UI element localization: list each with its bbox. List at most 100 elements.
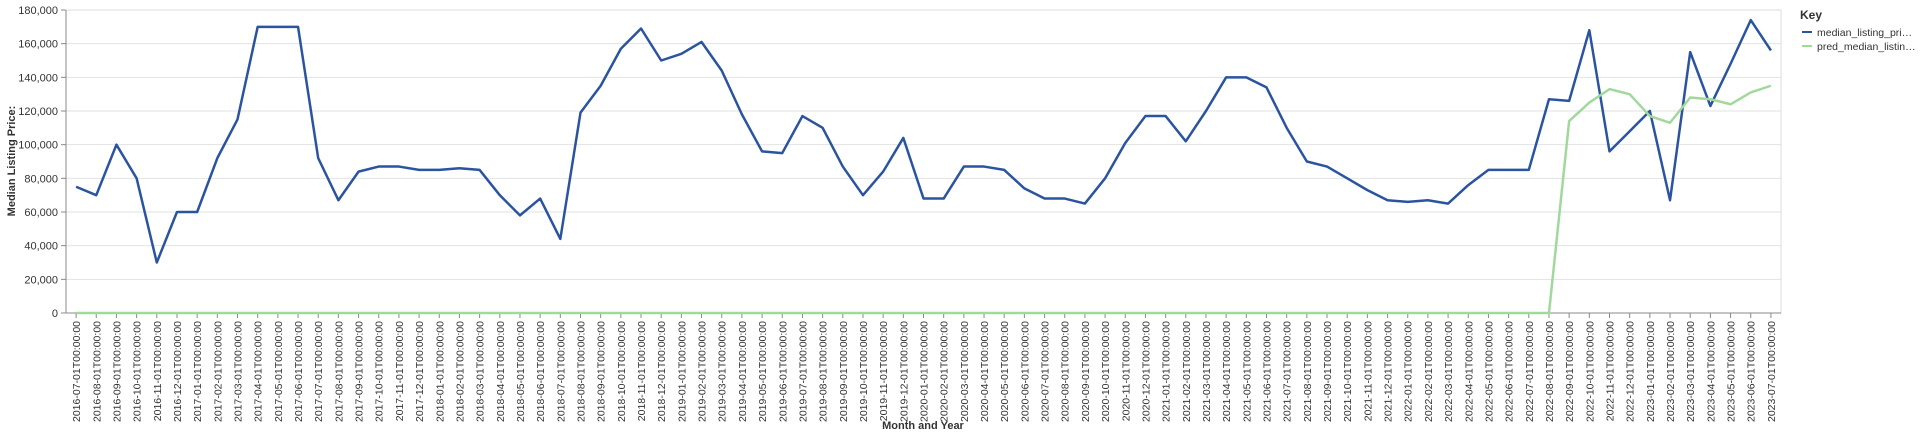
x-tick-label: 2020-04-01T00:00:00: [979, 321, 991, 422]
x-tick-label: 2023-02-01T00:00:00: [1665, 321, 1677, 422]
x-tick-label: 2016-09-01T00:00:00: [111, 321, 123, 422]
y-tick-label: 120,000: [18, 106, 58, 118]
x-tick-label: 2019-04-01T00:00:00: [737, 321, 749, 422]
x-tick-label: 2017-03-01T00:00:00: [233, 321, 245, 422]
x-tick-label: 2021-08-01T00:00:00: [1302, 321, 1314, 422]
x-tick-label: 2021-10-01T00:00:00: [1342, 321, 1354, 422]
x-tick-label: 2018-01-01T00:00:00: [434, 321, 446, 422]
x-tick-label: 2023-06-01T00:00:00: [1746, 321, 1758, 422]
x-tick-label: 2021-06-01T00:00:00: [1262, 321, 1274, 422]
x-tick-label: 2018-10-01T00:00:00: [616, 321, 628, 422]
x-tick-label: 2017-01-01T00:00:00: [192, 321, 204, 422]
x-tick-label: 2019-09-01T00:00:00: [838, 321, 850, 422]
x-tick-label: 2017-02-01T00:00:00: [212, 321, 224, 422]
x-tick-label: 2021-05-01T00:00:00: [1241, 321, 1253, 422]
x-tick-label: 2022-04-01T00:00:00: [1463, 321, 1475, 422]
x-tick-label: 2022-09-01T00:00:00: [1564, 321, 1576, 422]
x-tick-label: 2022-06-01T00:00:00: [1504, 321, 1516, 422]
y-tick-label: 80,000: [24, 173, 58, 185]
x-tick-label: 2023-07-01T00:00:00: [1766, 321, 1778, 422]
x-tick-label: 2020-01-01T00:00:00: [919, 321, 931, 422]
x-tick-label: 2020-06-01T00:00:00: [1019, 321, 1031, 422]
x-tick-label: 2018-07-01T00:00:00: [555, 321, 567, 422]
y-axis-title: Median Listing Price:: [6, 106, 18, 217]
x-tick-label: 2022-11-01T00:00:00: [1605, 321, 1617, 421]
x-tick-label: 2020-08-01T00:00:00: [1060, 321, 1072, 422]
x-tick-label: 2017-04-01T00:00:00: [253, 321, 265, 422]
x-tick-label: 2022-03-01T00:00:00: [1443, 321, 1455, 422]
x-tick-label: 2018-09-01T00:00:00: [596, 321, 608, 422]
x-tick-label: 2016-07-01T00:00:00: [71, 321, 83, 422]
y-tick-label: 40,000: [24, 241, 58, 253]
x-tick-label: 2020-03-01T00:00:00: [959, 321, 971, 422]
x-tick-label: 2017-05-01T00:00:00: [273, 321, 285, 422]
x-tick-label: 2020-11-01T00:00:00: [1120, 321, 1132, 421]
x-tick-label: 2020-02-01T00:00:00: [939, 321, 951, 422]
x-tick-label: 2019-03-01T00:00:00: [717, 321, 729, 422]
x-tick-label: 2019-02-01T00:00:00: [697, 321, 709, 422]
x-tick-label: 2022-05-01T00:00:00: [1483, 321, 1495, 422]
y-tick-label: 180,000: [18, 5, 58, 17]
x-tick-label: 2016-12-01T00:00:00: [172, 321, 184, 422]
x-tick-label: 2022-10-01T00:00:00: [1584, 321, 1596, 422]
x-tick-label: 2021-09-01T00:00:00: [1322, 321, 1334, 422]
x-tick-label: 2017-11-01T00:00:00: [394, 321, 406, 421]
x-tick-label: 2020-05-01T00:00:00: [999, 321, 1011, 422]
x-tick-label: 2019-08-01T00:00:00: [818, 321, 830, 422]
legend-label: median_listing_pri…: [1817, 27, 1912, 39]
legend-title: Key: [1800, 8, 1822, 22]
x-tick-label: 2018-03-01T00:00:00: [475, 321, 487, 422]
x-tick-label: 2018-04-01T00:00:00: [495, 321, 507, 422]
x-tick-label: 2022-01-01T00:00:00: [1403, 321, 1415, 422]
x-tick-label: 2016-08-01T00:00:00: [91, 321, 103, 422]
x-tick-label: 2020-09-01T00:00:00: [1080, 321, 1092, 422]
x-tick-label: 2023-04-01T00:00:00: [1705, 321, 1717, 422]
x-tick-label: 2023-03-01T00:00:00: [1685, 321, 1697, 422]
legend-label: pred_median_listin…: [1817, 41, 1916, 53]
x-tick-label: 2016-10-01T00:00:00: [132, 321, 144, 422]
y-tick-label: 160,000: [18, 39, 58, 51]
x-tick-label: 2018-11-01T00:00:00: [636, 321, 648, 421]
x-tick-label: 2020-10-01T00:00:00: [1100, 321, 1112, 422]
x-tick-label: 2022-07-01T00:00:00: [1524, 321, 1536, 422]
x-tick-label: 2019-11-01T00:00:00: [878, 321, 890, 421]
x-tick-label: 2019-01-01T00:00:00: [676, 321, 688, 422]
x-tick-label: 2021-12-01T00:00:00: [1383, 321, 1395, 422]
x-tick-label: 2017-08-01T00:00:00: [333, 321, 345, 422]
x-tick-label: 2023-05-01T00:00:00: [1726, 321, 1738, 422]
x-tick-label: 2023-01-01T00:00:00: [1645, 321, 1657, 422]
x-tick-label: 2017-09-01T00:00:00: [354, 321, 366, 422]
x-tick-label: 2016-11-01T00:00:00: [152, 321, 164, 421]
x-tick-label: 2018-08-01T00:00:00: [576, 321, 588, 422]
x-tick-label: 2021-02-01T00:00:00: [1181, 321, 1193, 422]
x-tick-label: 2021-04-01T00:00:00: [1221, 321, 1233, 422]
x-tick-label: 2020-12-01T00:00:00: [1140, 321, 1152, 422]
x-tick-label: 2020-07-01T00:00:00: [1040, 321, 1052, 422]
x-tick-label: 2022-08-01T00:00:00: [1544, 321, 1556, 422]
x-tick-label: 2019-06-01T00:00:00: [777, 321, 789, 422]
plot-frame: [65, 9, 1782, 314]
y-tick-label: 0: [52, 308, 58, 320]
x-axis-title: Month and Year: [882, 420, 964, 432]
x-tick-label: 2019-07-01T00:00:00: [797, 321, 809, 422]
x-tick-label: 2021-11-01T00:00:00: [1362, 321, 1374, 421]
x-tick-label: 2018-05-01T00:00:00: [515, 321, 527, 422]
x-tick-label: 2018-02-01T00:00:00: [454, 321, 466, 422]
x-tick-label: 2017-07-01T00:00:00: [313, 321, 325, 422]
y-tick-label: 20,000: [24, 274, 58, 286]
x-tick-label: 2021-03-01T00:00:00: [1201, 321, 1213, 422]
x-tick-label: 2021-07-01T00:00:00: [1282, 321, 1294, 422]
x-tick-label: 2021-01-01T00:00:00: [1161, 321, 1173, 422]
x-tick-label: 2017-06-01T00:00:00: [293, 321, 305, 422]
x-tick-label: 2018-12-01T00:00:00: [656, 321, 668, 422]
y-tick-label: 140,000: [18, 72, 58, 84]
y-tick-label: 100,000: [18, 140, 58, 152]
x-tick-label: 2019-05-01T00:00:00: [757, 321, 769, 422]
x-tick-label: 2017-10-01T00:00:00: [374, 321, 386, 422]
x-tick-label: 2019-12-01T00:00:00: [898, 321, 910, 422]
series-line: [76, 84, 1772, 315]
x-tick-label: 2018-06-01T00:00:00: [535, 321, 547, 422]
x-tick-label: 2019-10-01T00:00:00: [858, 321, 870, 422]
